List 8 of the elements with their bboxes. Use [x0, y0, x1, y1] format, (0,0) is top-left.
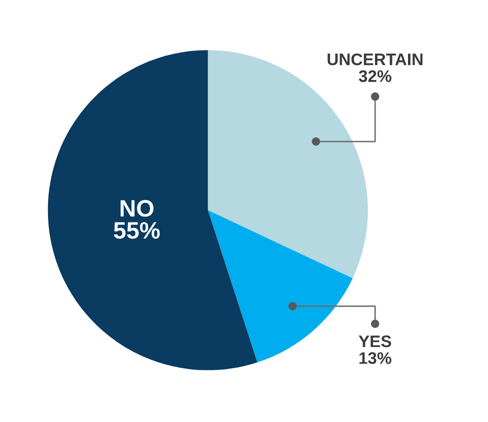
data-label: 13%: [359, 352, 392, 364]
data-label: 55%: [114, 222, 160, 239]
pie-slice: [48, 50, 258, 370]
slice-label: YES: [358, 335, 392, 348]
data-label: 32%: [358, 70, 392, 82]
pie-slice: [208, 210, 353, 362]
slice-label: NO: [120, 200, 154, 217]
slice-label: UNCERTAIN: [328, 54, 422, 66]
